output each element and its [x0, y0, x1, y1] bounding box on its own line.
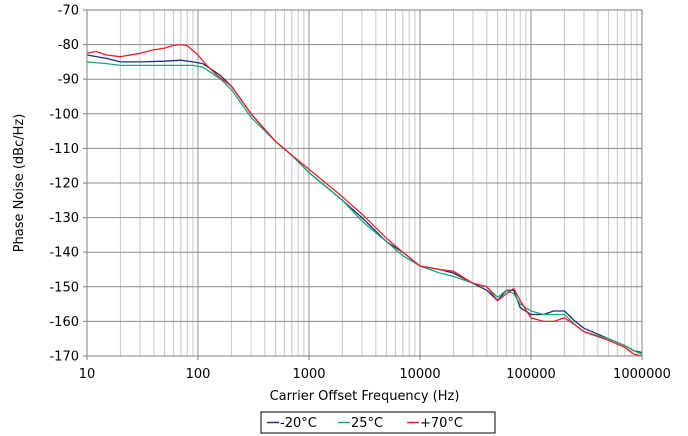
- x-tick-label: 100000: [506, 367, 556, 382]
- y-tick-label: -80: [58, 38, 79, 53]
- y-axis-ticks: -70 -80 -90 -100 -110 -120 -130 -140 -150 -160 -17…: [49, 4, 87, 365]
- y-tick-label: -130: [49, 211, 79, 226]
- x-tick-label: 1000000: [613, 367, 671, 382]
- x-tick-label: 10: [79, 367, 96, 382]
- x-tick-label: 100: [186, 367, 211, 382]
- series-line-2: [86, 43, 643, 357]
- y-tick-label: -110: [49, 142, 79, 157]
- y-tick-label: -90: [58, 73, 79, 88]
- y-tick-label: -100: [49, 107, 79, 122]
- x-tick-label: 10000: [399, 367, 440, 382]
- x-axis-title: Carrier Offset Frequency (Hz): [270, 389, 460, 404]
- legend-label: -20°C: [280, 416, 317, 431]
- y-axis-title: Phase Noise (dBc/Hz): [12, 114, 27, 253]
- y-tick-label: -150: [49, 280, 79, 295]
- legend-label: +70°C: [420, 416, 463, 431]
- y-tick-label: -120: [49, 177, 79, 192]
- y-tick-label: -140: [49, 246, 79, 261]
- series-line-1: [86, 61, 643, 355]
- series-lines: [86, 43, 643, 357]
- y-tick-label: -170: [49, 350, 79, 365]
- y-tick-label: -70: [58, 4, 79, 19]
- legend-label: 25°C: [351, 416, 383, 431]
- x-tick-label: 1000: [292, 367, 325, 382]
- legend: -20°C 25°C +70°C: [260, 411, 496, 434]
- legend-box: [260, 411, 496, 434]
- y-tick-label: -160: [49, 315, 79, 330]
- x-axis-ticks: 10 100 1000 10000 100000 1000000: [79, 356, 671, 382]
